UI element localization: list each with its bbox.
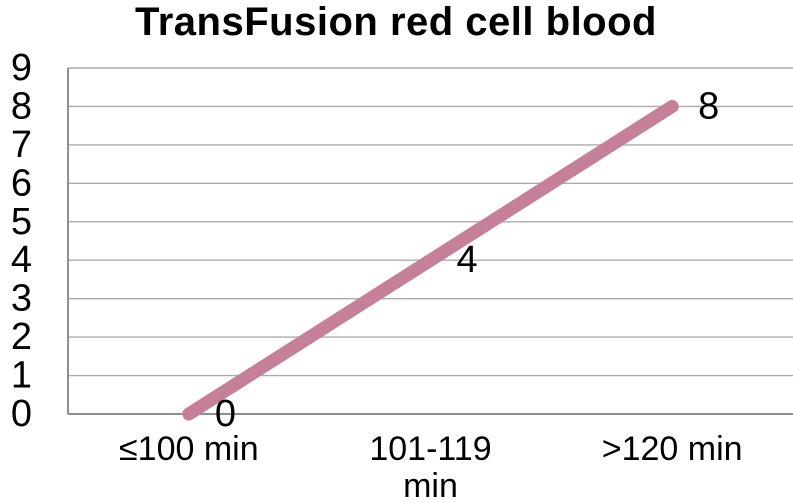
y-axis-tick-label: 8 <box>11 85 32 127</box>
x-axis-tick-label: >120 min <box>602 430 743 468</box>
gridline-layer <box>68 67 793 415</box>
y-axis-tick-label: 0 <box>11 393 32 435</box>
x-axis-tick-label: 101-119 <box>369 430 491 468</box>
data-line <box>182 99 679 421</box>
data-label: 4 <box>457 239 478 281</box>
chart-title: TransFusion red cell blood <box>135 0 657 44</box>
y-axis-tick-label: 2 <box>11 316 32 358</box>
y-axis-tick-label: 7 <box>11 124 32 166</box>
axis-layer <box>67 68 793 415</box>
data-label: 0 <box>215 393 236 435</box>
y-axis-tick-label: 1 <box>11 355 32 397</box>
x-axis-tick-label: min <box>403 467 458 503</box>
y-axis-tick-label: 5 <box>11 201 32 243</box>
y-axis-tick-label: 3 <box>11 278 32 320</box>
y-axis-tick-label: 4 <box>11 239 32 281</box>
x-axis-tick-label: ≤100 min <box>119 430 259 468</box>
y-axis-tick-label: 9 <box>11 47 32 89</box>
series-layer <box>182 99 679 421</box>
y-axis-tick-label: 6 <box>11 162 32 204</box>
data-label: 8 <box>698 85 719 127</box>
